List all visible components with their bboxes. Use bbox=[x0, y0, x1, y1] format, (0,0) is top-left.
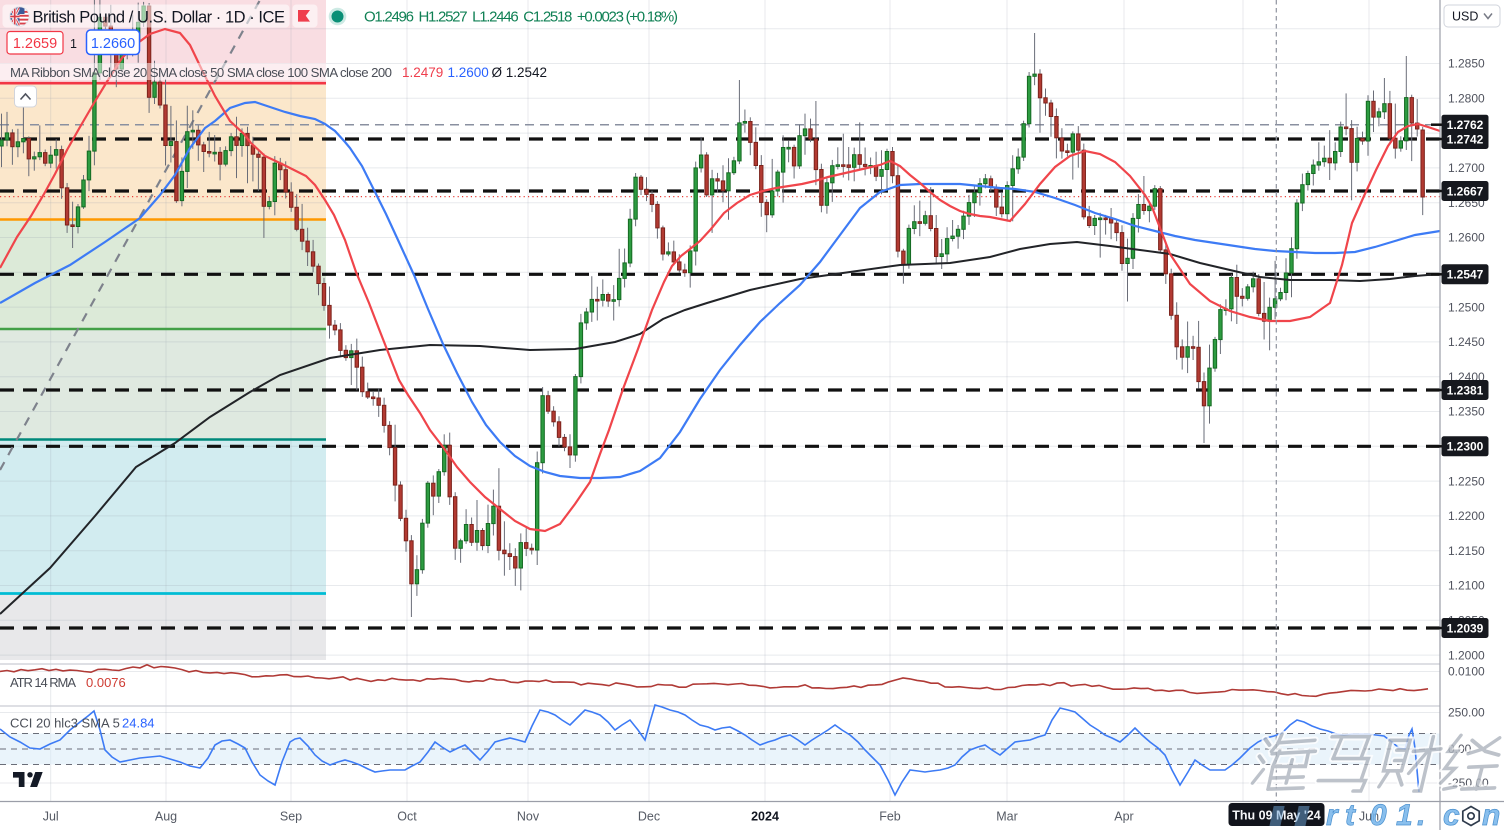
svg-text:1.2660: 1.2660 bbox=[91, 36, 135, 52]
svg-text:.: . bbox=[1417, 799, 1425, 830]
svg-text:1.2700: 1.2700 bbox=[1448, 161, 1485, 175]
svg-text:250.00: 250.00 bbox=[1448, 706, 1485, 720]
svg-text:1.2300: 1.2300 bbox=[1447, 440, 1484, 454]
svg-text:Feb: Feb bbox=[879, 810, 901, 824]
svg-text:0.0076: 0.0076 bbox=[86, 675, 126, 690]
svg-text:1.2600: 1.2600 bbox=[1448, 231, 1485, 245]
svg-text:1.2100: 1.2100 bbox=[1448, 579, 1485, 593]
svg-text:1.2039: 1.2039 bbox=[1447, 621, 1484, 635]
svg-text:2024: 2024 bbox=[751, 810, 779, 824]
svg-text:n: n bbox=[1482, 799, 1500, 830]
svg-text:USD: USD bbox=[1452, 10, 1478, 24]
svg-text:Dec: Dec bbox=[638, 810, 660, 824]
svg-text:1.2450: 1.2450 bbox=[1448, 335, 1485, 349]
svg-text:t: t bbox=[1345, 799, 1357, 830]
svg-text:British Pound / U.S. Dollar ·: British Pound / U.S. Dollar · 1D · ICE bbox=[33, 9, 286, 27]
svg-text:Nov: Nov bbox=[517, 810, 540, 824]
svg-text:0: 0 bbox=[1370, 799, 1387, 830]
svg-text:ATR 14 RMA: ATR 14 RMA bbox=[10, 675, 76, 690]
svg-text:0.0100: 0.0100 bbox=[1448, 665, 1485, 679]
svg-text:1.2381: 1.2381 bbox=[1447, 383, 1484, 397]
svg-text:24.84: 24.84 bbox=[122, 716, 155, 731]
svg-text:1.2667: 1.2667 bbox=[1447, 184, 1484, 198]
svg-text:1.2742: 1.2742 bbox=[1447, 132, 1484, 146]
svg-text:1.2500: 1.2500 bbox=[1448, 300, 1485, 314]
svg-text:1.2850: 1.2850 bbox=[1448, 57, 1485, 71]
svg-text:1.2150: 1.2150 bbox=[1448, 544, 1485, 558]
svg-text:Sep: Sep bbox=[280, 810, 302, 824]
svg-text:Jun: Jun bbox=[1359, 810, 1379, 824]
svg-text:1: 1 bbox=[1396, 799, 1413, 830]
svg-text:Mar: Mar bbox=[996, 810, 1018, 824]
svg-text:O1.2496 H1.2527 L1.2446 C1.: O1.2496 H1.2527 L1.2446 C1.2518 +0.0023 … bbox=[364, 9, 678, 26]
svg-text:c: c bbox=[1443, 799, 1460, 830]
svg-text:1.2762: 1.2762 bbox=[1447, 118, 1484, 132]
svg-text:1.2350: 1.2350 bbox=[1448, 405, 1485, 419]
svg-text:1.2800: 1.2800 bbox=[1448, 92, 1485, 106]
svg-text:1.2000: 1.2000 bbox=[1448, 648, 1485, 662]
svg-text:1.2659: 1.2659 bbox=[13, 36, 57, 52]
svg-text:1: 1 bbox=[70, 37, 77, 51]
svg-text:1.2479: 1.2479 bbox=[402, 65, 443, 80]
svg-text:r: r bbox=[1326, 799, 1340, 830]
svg-text:Oct: Oct bbox=[397, 810, 417, 824]
svg-text:Ø 1.2542: Ø 1.2542 bbox=[492, 65, 548, 80]
svg-text:1.2600: 1.2600 bbox=[448, 65, 489, 80]
svg-text:1.2250: 1.2250 bbox=[1448, 474, 1485, 488]
svg-text:CCI 20 hlc3 SMA 5: CCI 20 hlc3 SMA 5 bbox=[10, 716, 120, 731]
svg-text:1.2547: 1.2547 bbox=[1447, 268, 1484, 282]
svg-text:1.2200: 1.2200 bbox=[1448, 509, 1485, 523]
svg-text:MA Ribbon SMA close 20 SMA clo: MA Ribbon SMA close 20 SMA close 50 SMA … bbox=[10, 65, 392, 80]
svg-text:Aug: Aug bbox=[155, 810, 177, 824]
svg-text:Jul: Jul bbox=[43, 810, 59, 824]
svg-text:Apr: Apr bbox=[1114, 810, 1133, 824]
